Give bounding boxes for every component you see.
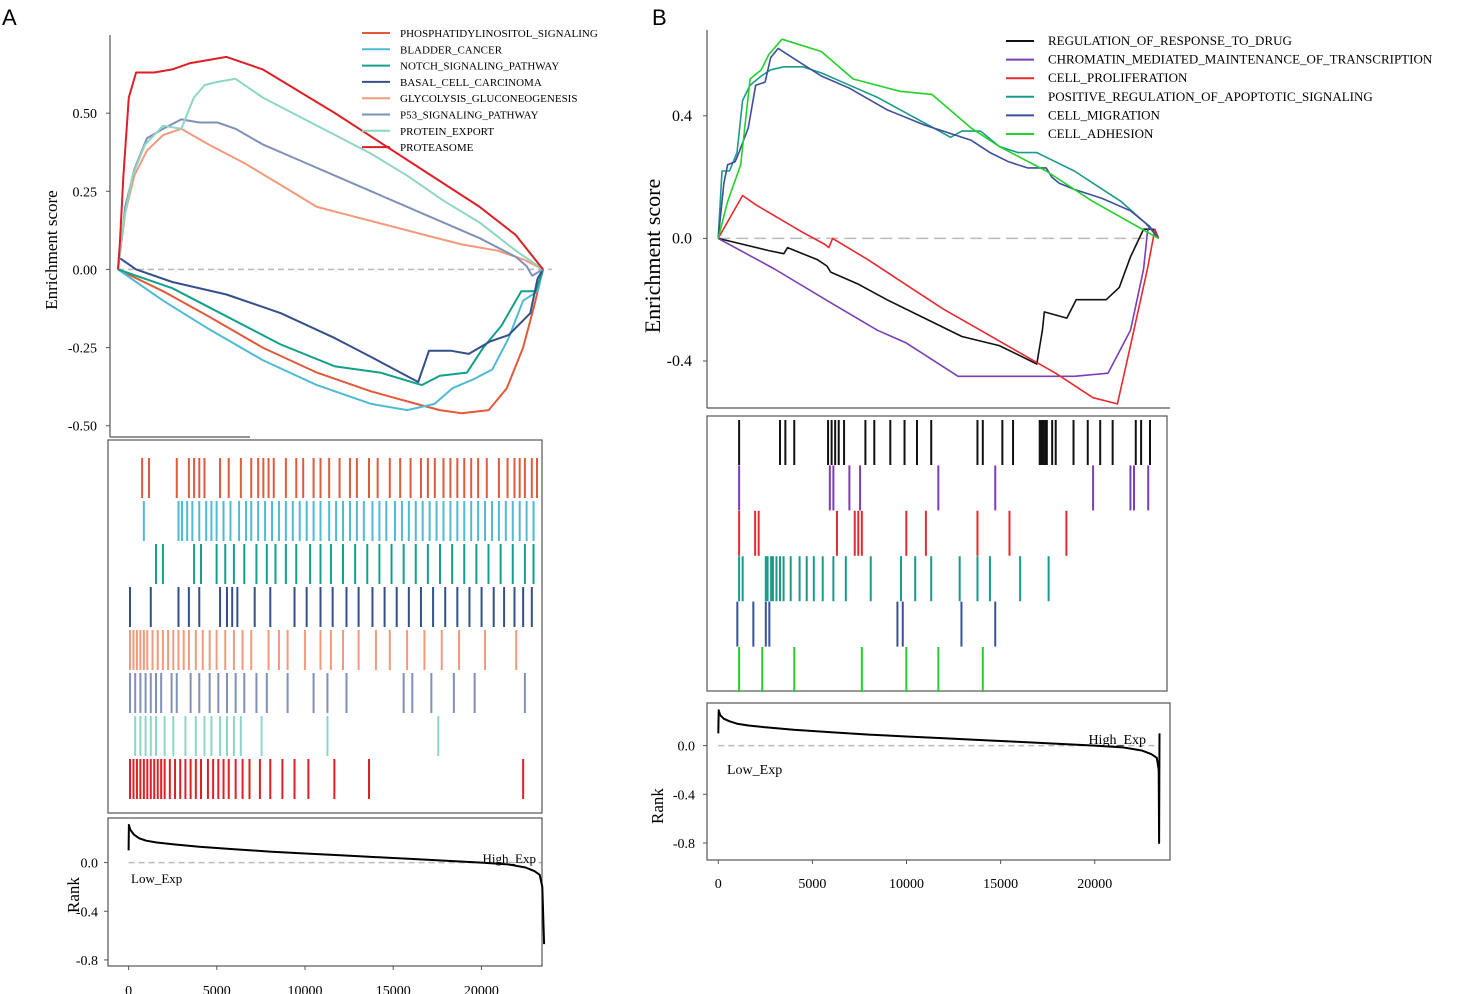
rank-x-tick-label: 5000 — [798, 877, 826, 892]
es-curve-series-5 — [717, 47, 1160, 239]
es-curve-series-7 — [117, 77, 544, 271]
legend-entry: P53_SIGNALING_PATHWAY — [400, 110, 539, 122]
rank-x-tick-label: 10000 — [288, 984, 323, 994]
rank-x-tick-label: 20000 — [1077, 877, 1112, 892]
rank-x-tick-label: 15000 — [376, 984, 411, 994]
rank-x-tick-label: 15000 — [983, 877, 1018, 892]
rank-y-tick-label: 0.0 — [678, 740, 696, 755]
rank-y-axis-label: Rank — [64, 877, 83, 913]
es-curve-series-6 — [117, 118, 544, 277]
es-curve-series-4 — [717, 66, 1160, 239]
rank-x-tick-label: 20000 — [464, 984, 499, 994]
es-curve-series-2 — [717, 225, 1160, 378]
panel-b: 0.4 0.0 -0.4 Enrichment score REGULATION_OF_… — [640, 30, 1433, 892]
rank-x-tick-label: 5000 — [203, 984, 231, 994]
es-y-tick-label: 0.00 — [73, 263, 98, 278]
high-exp-annotation: High_Exp — [1088, 733, 1146, 748]
legend-entry: BLADDER_CANCER — [400, 44, 503, 56]
es-y-tick-label: -0.50 — [68, 420, 97, 435]
rank-y-tick-label: -0.4 — [673, 788, 695, 803]
es-y-tick-label: 0.0 — [672, 230, 692, 247]
es-y-tick-label: 0.4 — [672, 108, 692, 125]
es-curve-series-2 — [117, 268, 544, 412]
rank-y-tick-label: -0.8 — [673, 837, 695, 852]
es-curve-series-6 — [717, 38, 1159, 240]
rank-y-tick-label: -0.8 — [76, 954, 98, 969]
es-y-axis-label: Enrichment score — [640, 179, 665, 334]
rank-y-axis-label: Rank — [648, 788, 667, 824]
es-curve-series-1 — [117, 268, 544, 415]
legend-entry: PHOSPHATIDYLINOSITOL_SIGNALING — [400, 28, 598, 40]
legend-entry: POSITIVE_REGULATION_OF_APOPTOTIC_SIGNALI… — [1048, 89, 1373, 104]
rank-x-tick-label: 0 — [715, 877, 722, 892]
legend-entry: PROTEIN_EXPORT — [400, 126, 494, 138]
legend-entry: CHROMATIN_MEDIATED_MAINTENANCE_OF_TRANSC… — [1048, 52, 1433, 67]
es-y-tick-label: 0.25 — [73, 185, 98, 200]
legend-entry: REGULATION_OF_RESPONSE_TO_DRUG — [1048, 33, 1292, 48]
es-y-axis-label: Enrichment score — [42, 190, 61, 309]
legend-entry: PROTEASOME — [400, 142, 474, 154]
legend-entry: BASAL_CELL_CARCINOMA — [400, 77, 542, 89]
rank-x-tick-label: 0 — [125, 984, 132, 994]
panel-label-b: B — [652, 5, 667, 30]
low-exp-annotation: Low_Exp — [727, 763, 782, 778]
panel-label-a: A — [2, 5, 17, 30]
es-curve-series-8 — [117, 55, 544, 271]
es-curve-series-5 — [117, 127, 544, 271]
legend-entry: NOTCH_SIGNALING_PATHWAY — [400, 61, 559, 73]
es-curve-series-1 — [718, 228, 1160, 365]
hits-panel-frame — [706, 415, 1168, 692]
low-exp-annotation: Low_Exp — [131, 871, 182, 886]
rank-y-tick-label: 0.0 — [81, 857, 99, 872]
legend-entry: CELL_PROLIFERATION — [1048, 70, 1188, 85]
rank-x-tick-label: 10000 — [889, 877, 924, 892]
legend-entry: CELL_MIGRATION — [1048, 107, 1161, 122]
legend-entry: GLYCOLYSIS_GLUCONEOGENESIS — [400, 93, 577, 105]
rank-y-tick-label: -0.4 — [76, 905, 98, 920]
es-curve-series-4 — [117, 256, 544, 383]
rank-panel-frame — [706, 702, 1171, 861]
rank-curve — [717, 709, 1161, 844]
es-curve-series-3 — [117, 268, 544, 387]
es-curve-series-3 — [717, 194, 1160, 405]
es-y-tick-label: -0.4 — [667, 353, 692, 370]
rank-panel-frame — [107, 817, 543, 967]
hits-panel-frame — [107, 439, 543, 814]
high-exp-annotation: High_Exp — [483, 851, 536, 866]
es-y-tick-label: -0.25 — [68, 342, 97, 357]
es-y-tick-label: 0.50 — [73, 107, 98, 122]
rank-curve — [127, 823, 546, 945]
legend-entry: CELL_ADHESION — [1048, 126, 1154, 141]
